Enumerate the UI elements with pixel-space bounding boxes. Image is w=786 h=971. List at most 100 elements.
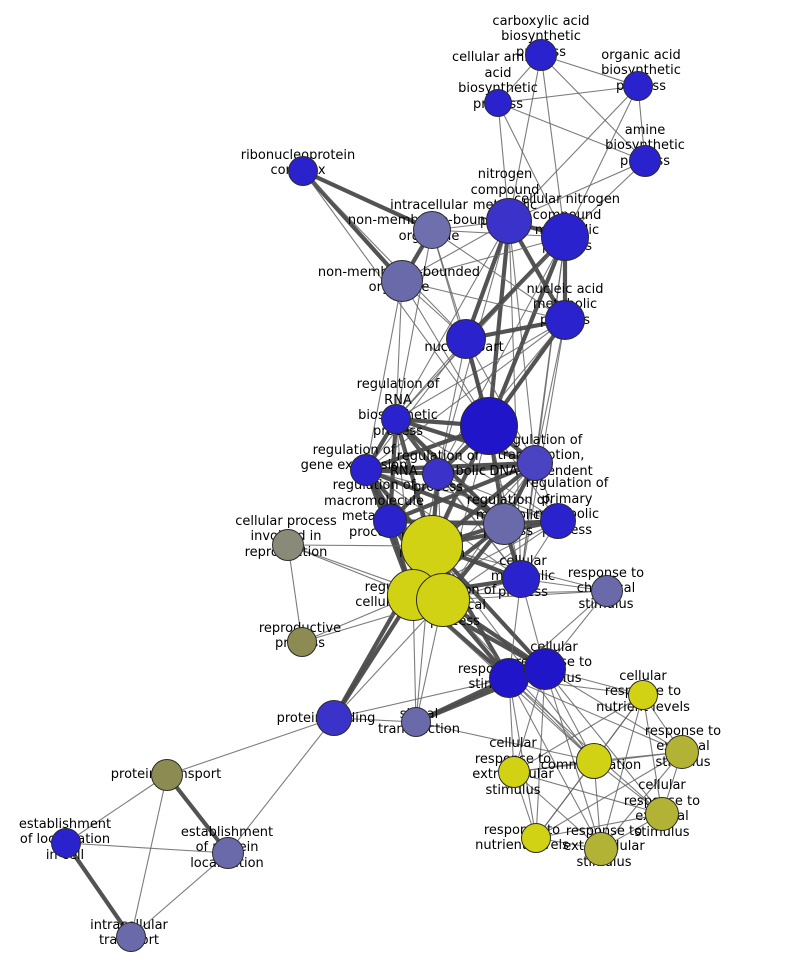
graph-node-signal_transduction[interactable] <box>401 707 431 737</box>
graph-edge <box>300 168 405 284</box>
graph-edge <box>130 852 229 938</box>
graph-node-cell_communication[interactable] <box>576 743 612 779</box>
graph-edge <box>486 234 568 429</box>
graph-edge <box>564 85 639 238</box>
graph-edge <box>544 668 683 753</box>
node-label: response to external stimulus <box>644 723 722 770</box>
graph-edge <box>437 473 522 580</box>
graph-node-biological_regulation[interactable] <box>401 515 463 577</box>
graph-node-reproductive_process[interactable] <box>287 627 317 657</box>
graph-edge <box>287 544 303 643</box>
graph-node-cellular_amino_acid_bio[interactable] <box>484 89 512 117</box>
graph-node-reg_biological_process[interactable] <box>416 573 470 627</box>
graph-edge <box>508 54 542 222</box>
graph-node-reg_macromolecule_metabolic[interactable] <box>373 504 407 538</box>
graph-edge <box>365 469 559 522</box>
graph-edge <box>544 668 663 815</box>
graph-node-reg_primary_metabolic[interactable] <box>540 503 576 539</box>
graph-node-response_chemical_stimulus[interactable] <box>591 575 623 607</box>
graph-node-cellular_metabolic[interactable] <box>502 560 540 598</box>
graph-edge <box>497 102 646 162</box>
graph-edge <box>513 771 602 850</box>
graph-edge <box>431 229 566 321</box>
graph-edge <box>535 751 683 839</box>
graph-edge <box>437 319 566 475</box>
graph-edge <box>415 721 595 762</box>
graph-node-reg_metabolic[interactable] <box>483 503 525 545</box>
graph-edge <box>508 677 602 850</box>
graph-node-reg_rna_metabolic[interactable] <box>422 458 454 490</box>
graph-edge <box>437 473 559 522</box>
graph-node-cellular_nitrogen_compound_metabolic[interactable] <box>541 213 589 261</box>
graph-node-amine_bio[interactable] <box>629 145 661 177</box>
graph-edge <box>508 85 639 222</box>
graph-node-nmb_organelle[interactable] <box>381 260 423 302</box>
graph-edge <box>365 280 403 471</box>
graph-edge <box>513 694 644 773</box>
node-label: establishment of localization in cell <box>18 816 112 863</box>
graph-node-response_nutrient_levels[interactable] <box>521 823 551 853</box>
graph-node-cellular_response_extracellular_stimulus[interactable] <box>498 756 530 788</box>
graph-node-response_extracellular_stimulus[interactable] <box>584 832 618 866</box>
graph-node-intracellular_transport[interactable] <box>116 922 146 952</box>
graph-edge <box>333 677 510 719</box>
graph-edge <box>130 774 168 938</box>
graph-edge <box>486 218 512 429</box>
graph-edge <box>513 771 663 815</box>
graph-node-reg_rna_bio[interactable] <box>381 404 411 434</box>
graph-node-protein_binding[interactable] <box>316 700 352 736</box>
graph-edge <box>508 677 683 753</box>
graph-node-cellular_response_nutrient_levels[interactable] <box>628 680 658 710</box>
graph-node-reg_gene_expression[interactable] <box>350 454 382 486</box>
graph-node-nucleic_acid_metabolic[interactable] <box>545 300 585 340</box>
graph-node-response_external_stimulus[interactable] <box>665 735 699 769</box>
graph-node-nitrogen_compound_metabolic[interactable] <box>486 198 532 244</box>
graph-node-protein_transport[interactable] <box>151 759 183 791</box>
graph-node-organic_acid_bio[interactable] <box>623 71 653 101</box>
graph-edge <box>437 338 467 475</box>
graph-edge <box>401 280 566 321</box>
graph-edge <box>395 280 403 420</box>
graph-node-cellular_response_external_stimulus[interactable] <box>645 797 679 831</box>
graph-edge <box>227 717 335 854</box>
graph-node-cellular_process_reproduction[interactable] <box>272 529 304 561</box>
graph-edge <box>395 319 566 420</box>
graph-node-intracellular_nmb_organelle[interactable] <box>413 211 451 249</box>
graph-edge <box>544 668 602 850</box>
graph-edge <box>508 160 646 222</box>
graph-edge <box>363 467 507 527</box>
graph-node-carboxylic_acid_bio[interactable] <box>525 39 557 71</box>
graph-node-cellular_response_stimulus[interactable] <box>524 648 566 690</box>
graph-edge <box>534 319 566 464</box>
graph-edge <box>535 668 546 839</box>
graph-edge <box>540 54 646 162</box>
graph-edge <box>387 460 538 524</box>
graph-edge <box>365 338 467 471</box>
graph-edge <box>395 229 433 420</box>
graph-edge <box>300 168 435 233</box>
graph-edge <box>302 170 467 340</box>
graph-edge <box>534 236 566 464</box>
graph-node-nuclear_part[interactable] <box>446 319 486 359</box>
graph-edge <box>365 319 566 471</box>
graph-node-establishment_protein_localization[interactable] <box>212 837 244 869</box>
graph-edge <box>63 840 134 940</box>
graph-edge <box>600 751 683 850</box>
graph-edge <box>65 842 229 854</box>
graph-node-ribonucleoprotein_complex[interactable] <box>288 156 318 186</box>
graph-edge <box>395 220 510 420</box>
graph-edge <box>600 694 644 850</box>
graph-node-reg_transcription_dna[interactable] <box>517 445 553 481</box>
graph-edge <box>65 774 168 844</box>
graph-edge <box>540 54 566 238</box>
graph-node-nucleus[interactable] <box>460 397 518 455</box>
graph-edge <box>497 85 639 104</box>
graph-edge <box>166 717 335 776</box>
graph-node-establishment_localization_cell[interactable] <box>51 828 81 858</box>
graph-edge <box>535 813 663 839</box>
graph-edge <box>540 54 639 87</box>
graph-edge <box>401 236 566 282</box>
graph-node-response_stimulus[interactable] <box>489 658 529 698</box>
